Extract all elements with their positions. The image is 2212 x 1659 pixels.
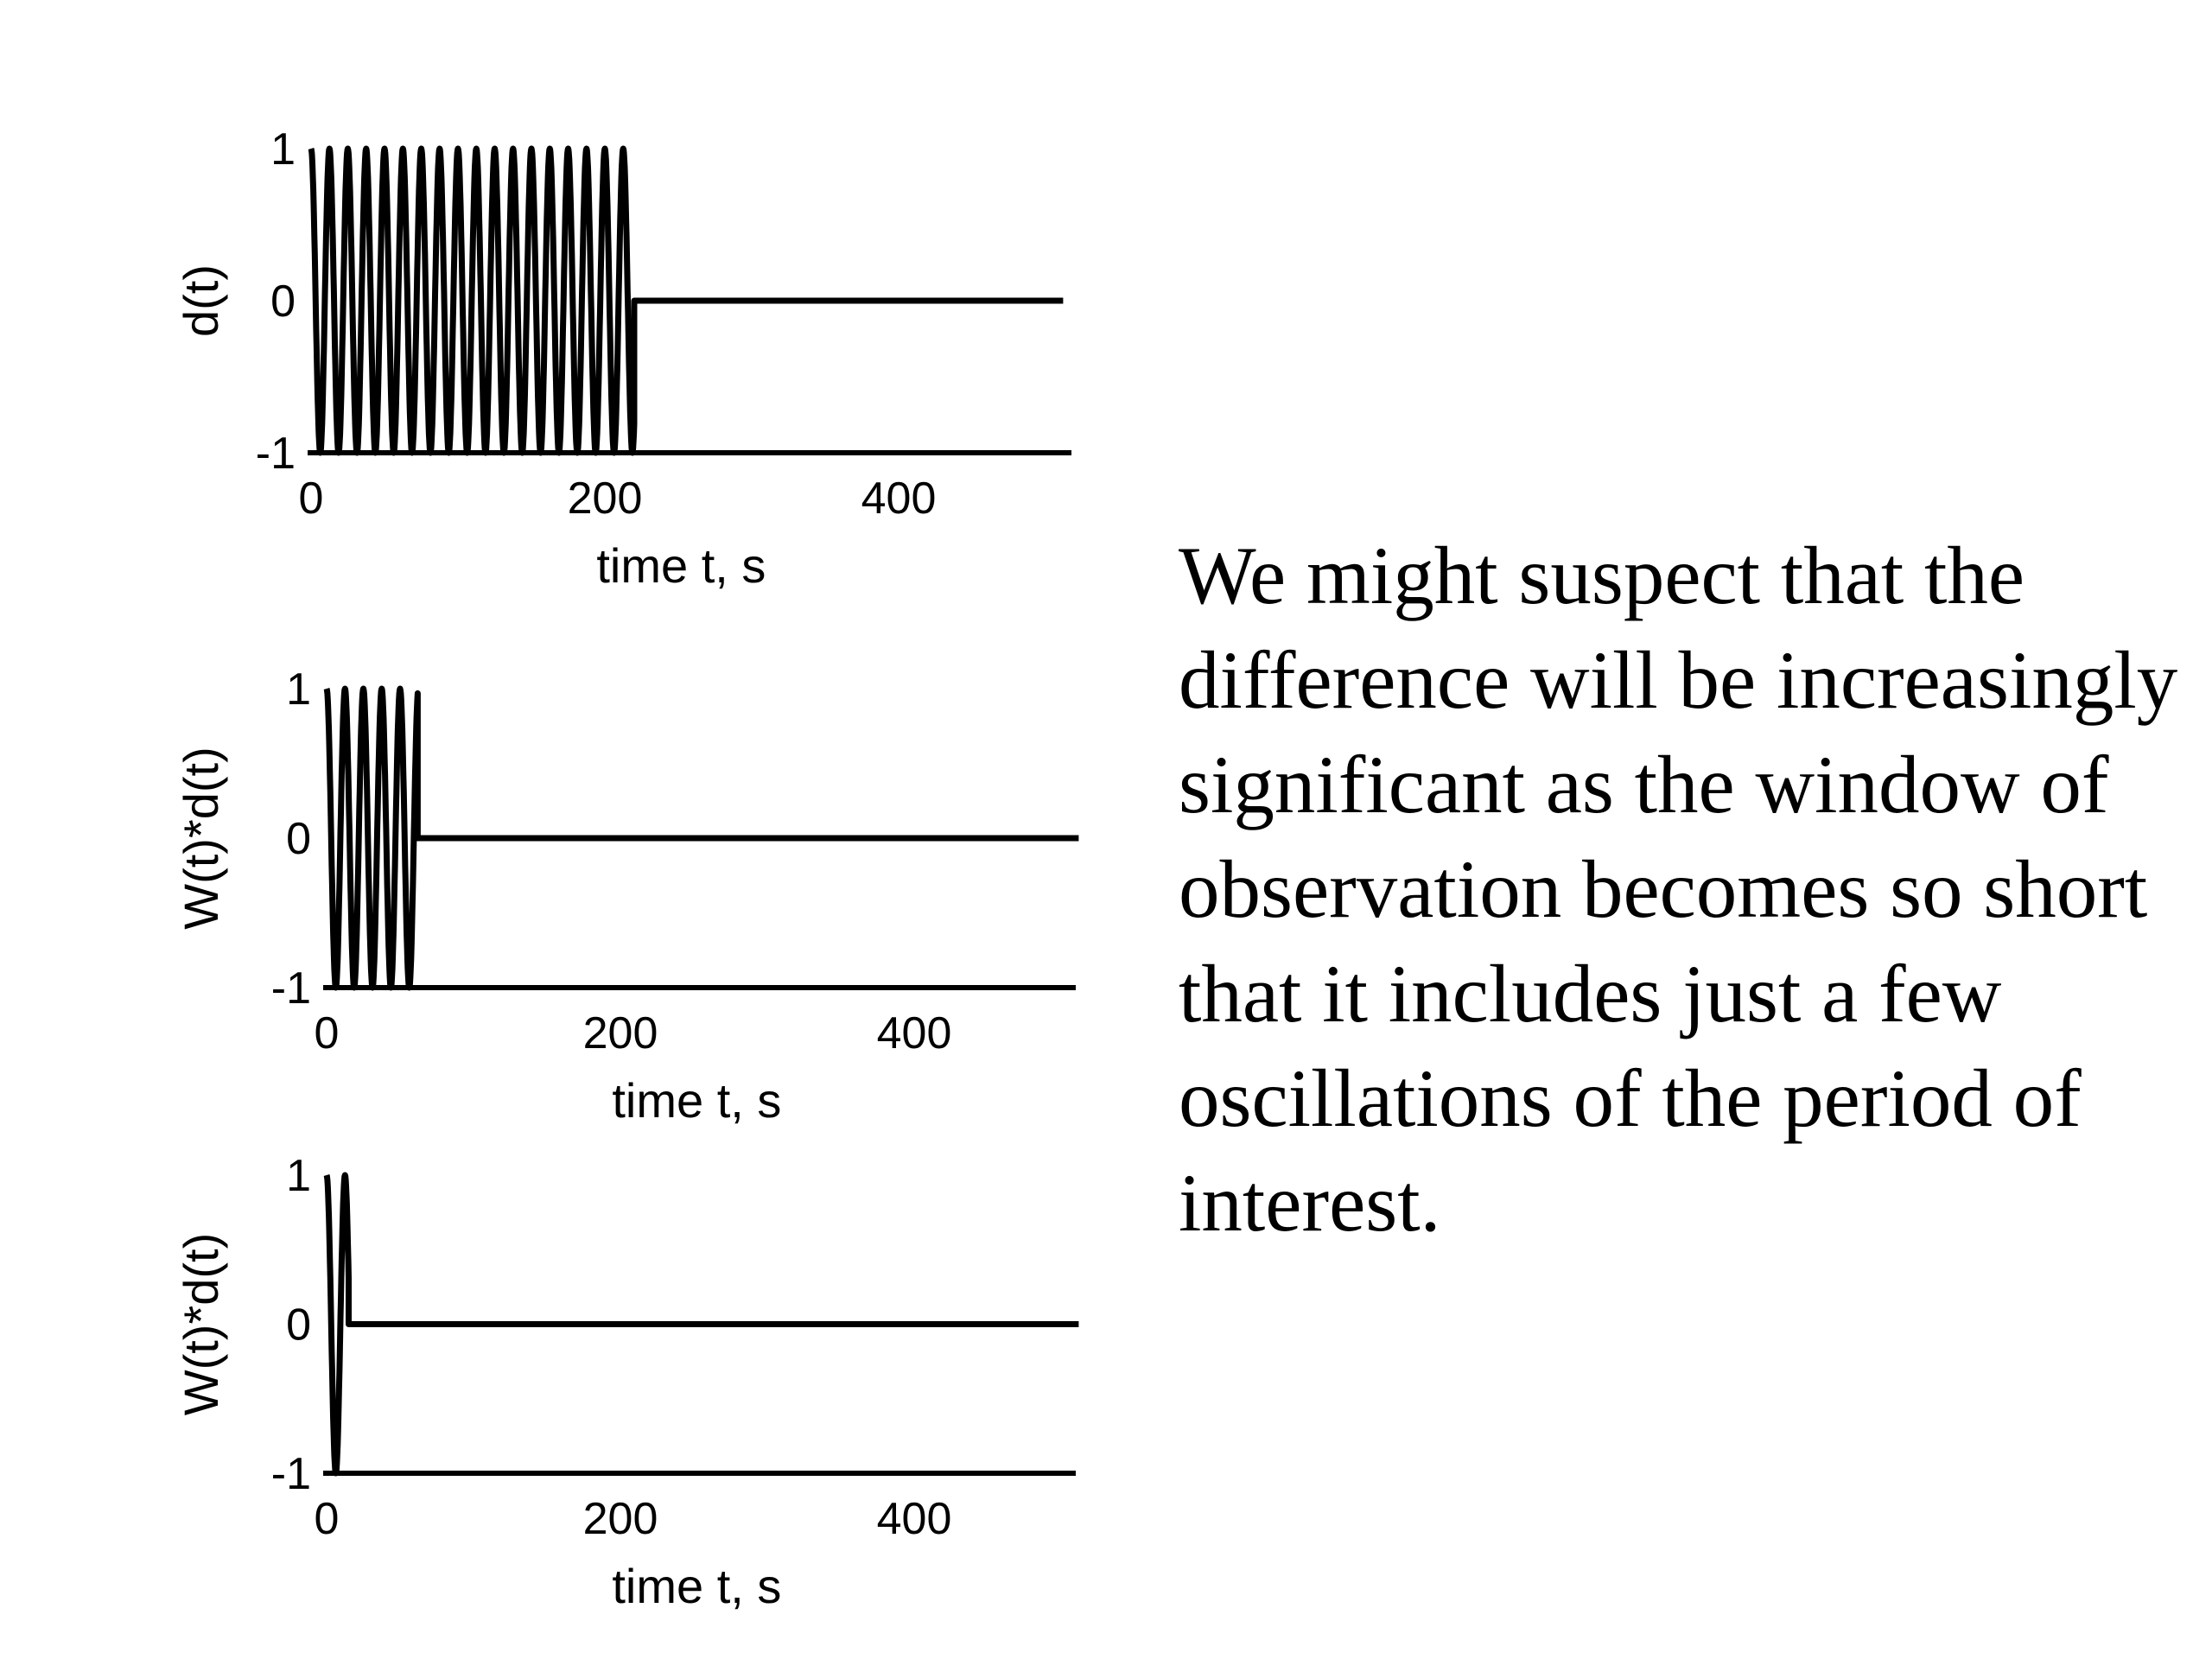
x-tick-label: 200 bbox=[568, 474, 643, 524]
series-line bbox=[323, 685, 1079, 991]
y-tick-label: 0 bbox=[286, 1300, 311, 1351]
x-tick-label: 400 bbox=[877, 1008, 952, 1058]
y-tick-label: 0 bbox=[270, 276, 296, 327]
y-tick-label: 1 bbox=[286, 664, 311, 715]
y-axis-title: d(t) bbox=[174, 264, 228, 337]
x-tick-label: 200 bbox=[583, 1494, 658, 1544]
x-tick-label: 400 bbox=[861, 474, 937, 524]
x-tick-label: 400 bbox=[877, 1494, 952, 1544]
x-tick-label: 0 bbox=[299, 474, 324, 524]
series-line bbox=[308, 145, 1064, 456]
x-tick-label: 200 bbox=[583, 1008, 658, 1058]
slide-body-text: We might suspect that the difference wil… bbox=[1179, 530, 2178, 1249]
x-tick-label: 0 bbox=[315, 1494, 340, 1544]
y-tick-label: -1 bbox=[256, 429, 296, 479]
plots-panel: -1 0 1 0 200 400 time t, s d(t) -1 0 1 0 200 400 time … bbox=[174, 124, 1079, 1613]
x-axis-title: time t, s bbox=[612, 1559, 781, 1613]
series-line bbox=[323, 1172, 1079, 1477]
y-axis-title: W(t)*d(t) bbox=[174, 747, 228, 930]
y-tick-label: -1 bbox=[271, 1449, 311, 1499]
x-tick-label: 0 bbox=[315, 1008, 340, 1058]
y-tick-label: 1 bbox=[286, 1151, 311, 1201]
y-axis-title: W(t)*d(t) bbox=[174, 1233, 228, 1416]
y-tick-label: 0 bbox=[286, 814, 311, 864]
x-axis-title: time t, s bbox=[596, 538, 766, 593]
y-tick-label: 1 bbox=[270, 124, 296, 175]
y-tick-label: -1 bbox=[271, 963, 311, 1014]
x-axis-title: time t, s bbox=[612, 1073, 781, 1128]
